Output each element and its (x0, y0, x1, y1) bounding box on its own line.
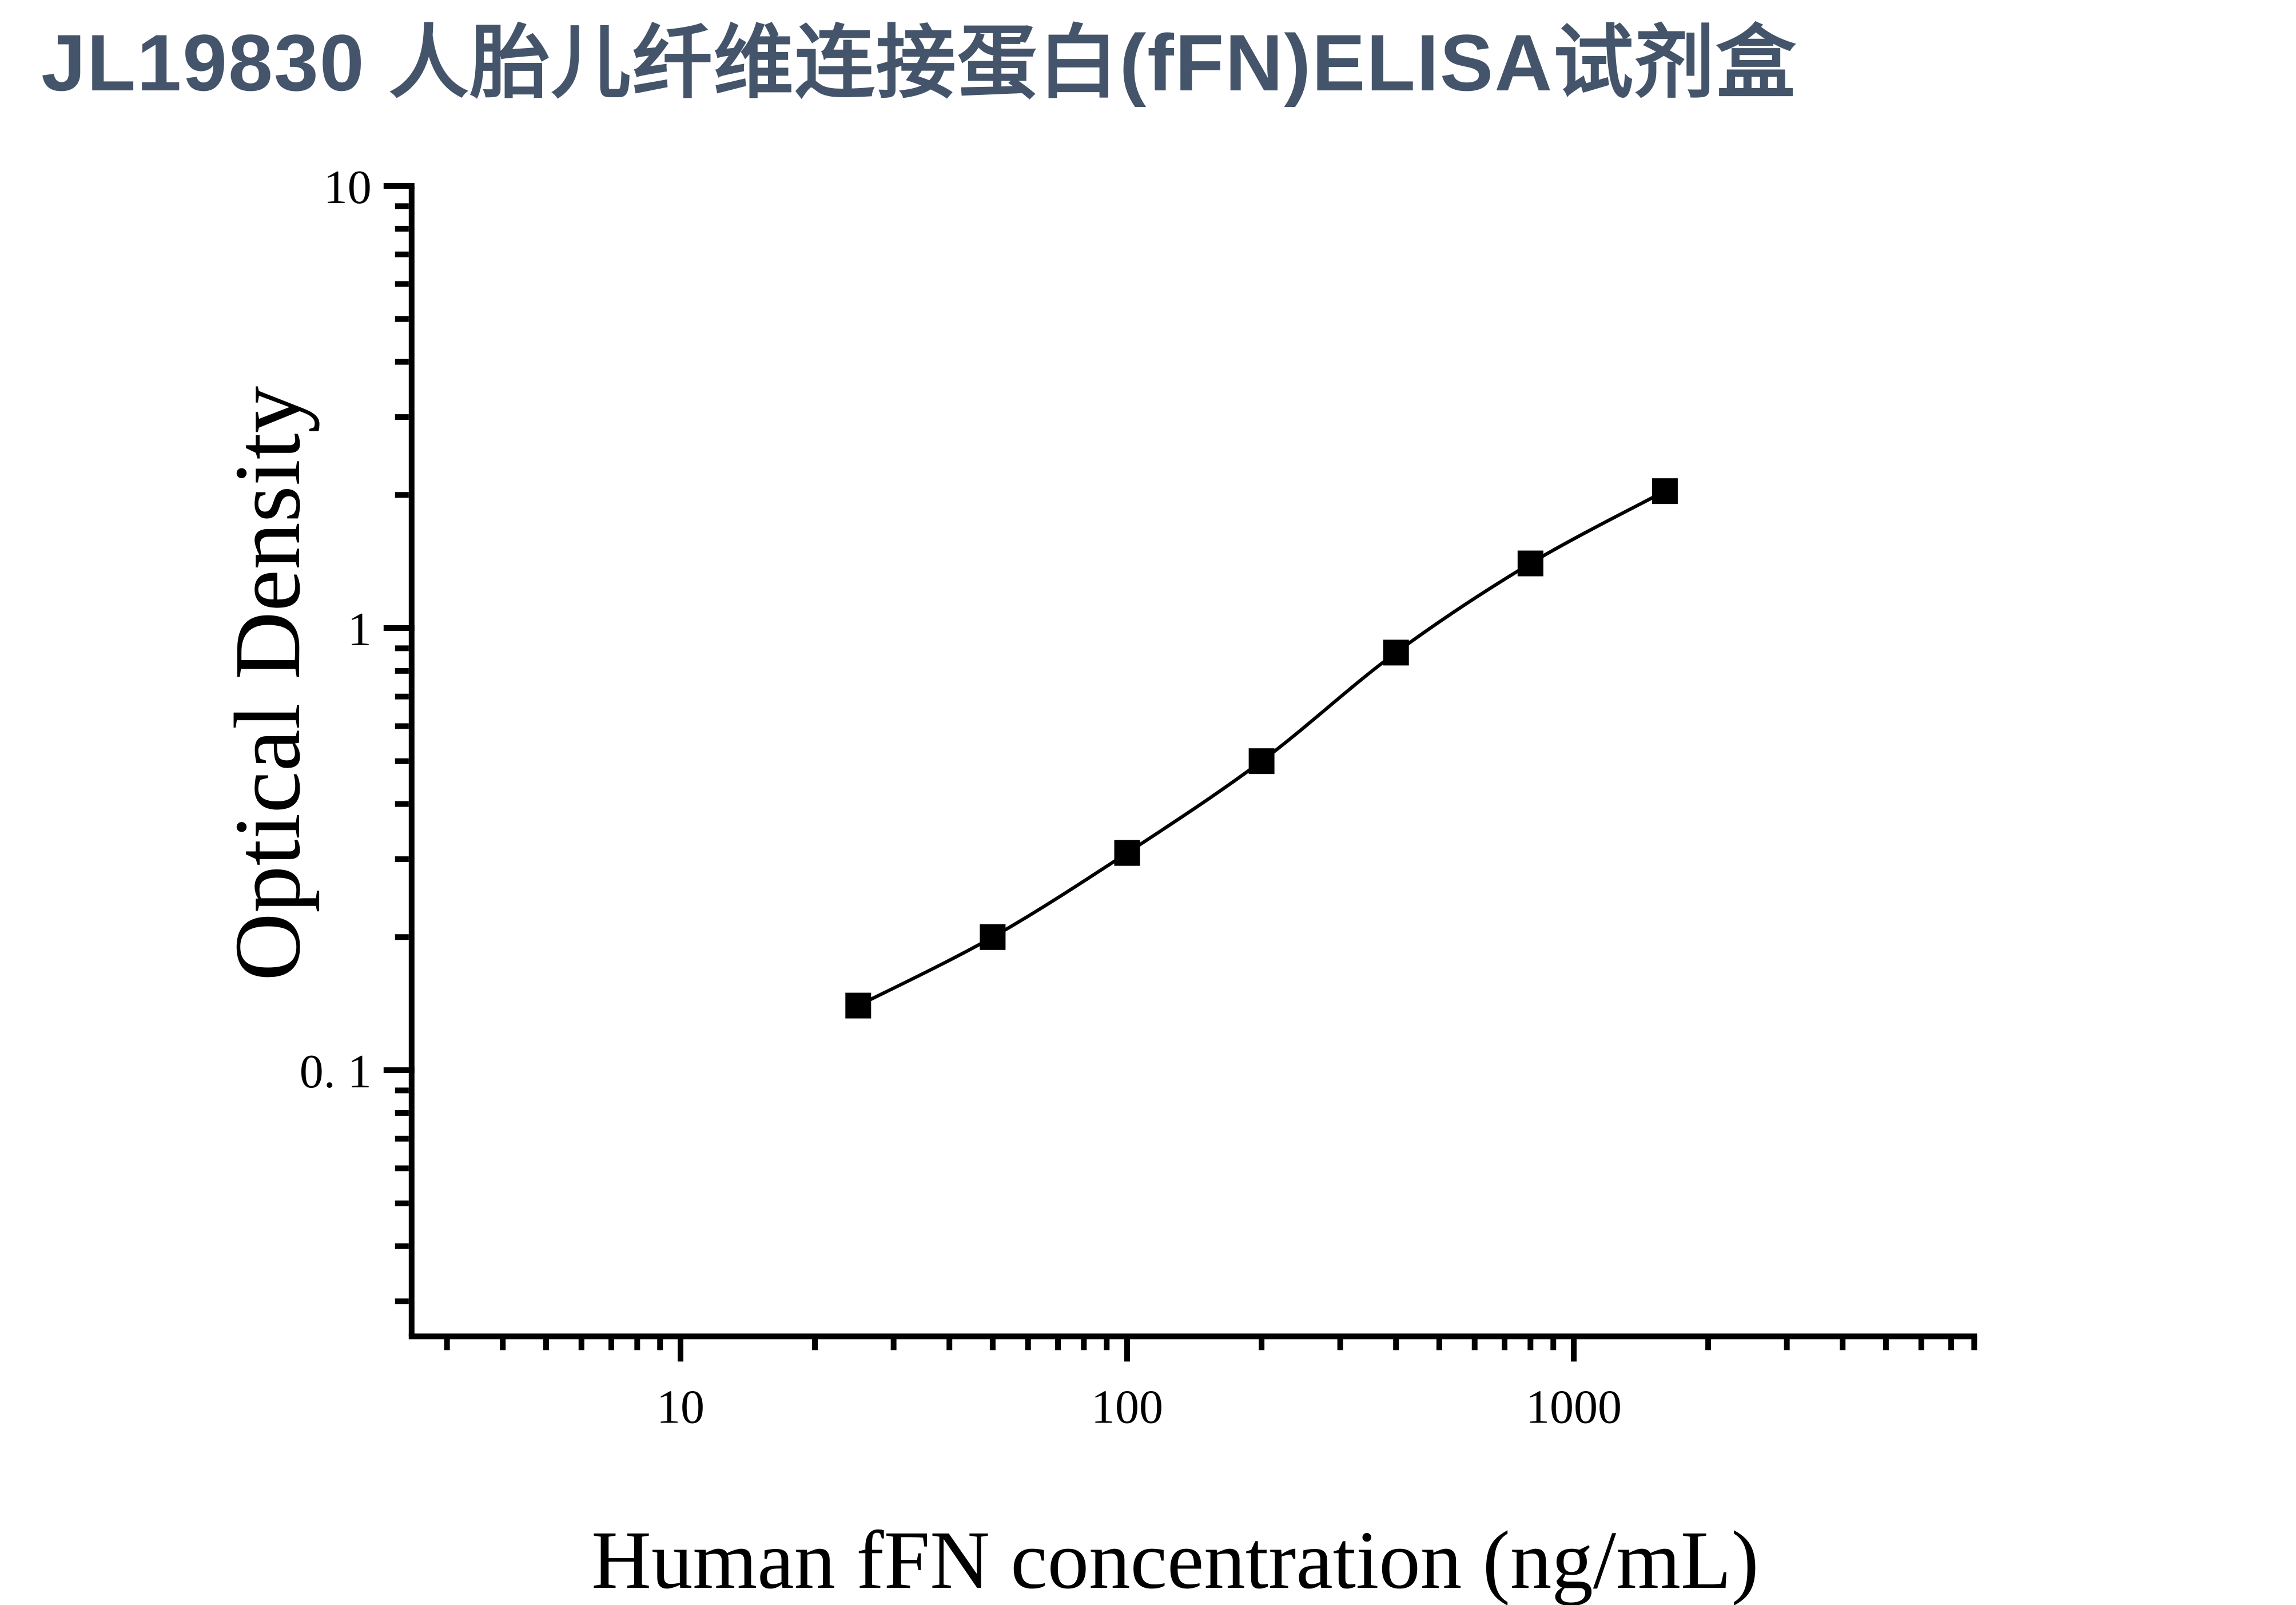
data-point-marker (1383, 639, 1409, 666)
data-point-marker (1248, 748, 1275, 774)
data-point-marker (1652, 478, 1678, 504)
y-tick-label: 1 (348, 603, 372, 656)
y-tick-label: 0. 1 (300, 1045, 372, 1098)
x-axis-title: Human fFN concentration (ng/mL) (591, 1515, 1759, 1605)
x-tick-label: 10 (656, 1380, 705, 1433)
data-point-marker (845, 992, 872, 1019)
data-point-marker (1517, 550, 1543, 577)
x-tick-label: 100 (1091, 1380, 1163, 1433)
data-point-marker (1114, 840, 1140, 866)
y-tick-label: 10 (324, 161, 372, 214)
x-tick-label: 1000 (1526, 1380, 1622, 1433)
chart-title: JL19830 人胎儿纤维连接蛋白(fFN)ELISA试剂盒 (41, 18, 1797, 108)
data-point-marker (980, 924, 1006, 950)
y-axis-title: Optical Density (215, 386, 320, 982)
